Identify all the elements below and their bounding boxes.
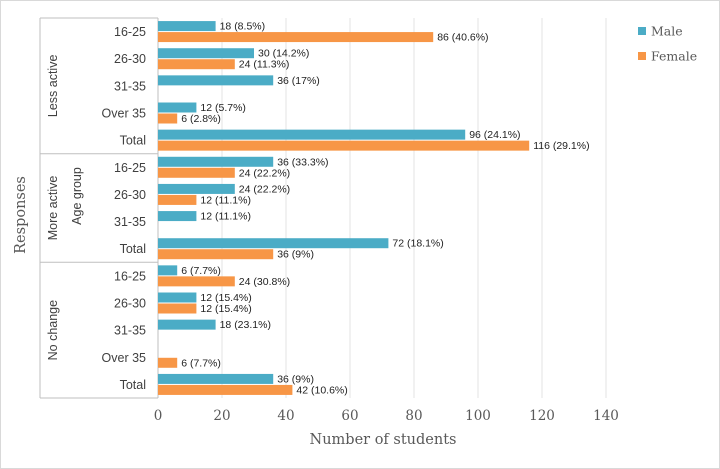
category-label: Total bbox=[120, 134, 146, 148]
legend-male-label: Male bbox=[651, 24, 683, 39]
category-label: Over 35 bbox=[102, 351, 147, 365]
x-tick-label: 80 bbox=[405, 408, 422, 424]
group-label: No change bbox=[46, 300, 60, 361]
category-labels: 16-25 26-30 31-35 Over 35 Total 16-25 26-30 31-… bbox=[102, 25, 147, 392]
bar-male bbox=[158, 238, 389, 249]
bar-female bbox=[158, 113, 178, 124]
group-label: More active bbox=[46, 176, 60, 241]
bar-male bbox=[158, 129, 466, 140]
category-label: 31-35 bbox=[114, 79, 146, 93]
x-tick-label: 120 bbox=[529, 408, 555, 424]
data-label-male: 96 (24.1%) bbox=[469, 129, 520, 141]
data-label-male: 36 (9%) bbox=[277, 373, 314, 385]
x-tick-label: 20 bbox=[213, 408, 230, 424]
bar-female bbox=[158, 384, 293, 395]
x-tick-labels: 0 20 40 60 80 100 120 140 bbox=[154, 408, 619, 424]
x-tick-label: 100 bbox=[465, 408, 491, 424]
data-label-male: 72 (18.1%) bbox=[392, 238, 443, 250]
bar-male bbox=[158, 211, 197, 222]
data-label-female: 24 (30.8%) bbox=[239, 276, 290, 288]
data-label-female: 42 (10.6%) bbox=[296, 384, 347, 396]
legend-female-swatch bbox=[638, 52, 646, 60]
category-label: 31-35 bbox=[114, 215, 146, 229]
category-label: Total bbox=[120, 242, 146, 256]
legend: Male Female bbox=[638, 24, 697, 64]
category-label: 16-25 bbox=[114, 161, 146, 175]
x-tick-label: 40 bbox=[277, 408, 294, 424]
category-label: 26-30 bbox=[114, 188, 146, 202]
x-tick-label: 0 bbox=[154, 408, 163, 424]
bar-male bbox=[158, 156, 274, 167]
data-label-male: 6 (7.7%) bbox=[181, 265, 221, 277]
data-label-male: 12 (15.4%) bbox=[200, 292, 251, 304]
bar-male bbox=[158, 319, 216, 330]
bar-male bbox=[158, 373, 274, 384]
category-label: Total bbox=[120, 378, 146, 392]
legend-female-label: Female bbox=[651, 49, 697, 64]
data-label-male: 12 (11.1%) bbox=[200, 211, 251, 223]
bar-male bbox=[158, 48, 254, 59]
bar-male bbox=[158, 102, 197, 113]
group-label: Less active bbox=[46, 55, 60, 118]
bar-female bbox=[158, 32, 434, 43]
data-label-female: 12 (15.4%) bbox=[200, 303, 251, 315]
data-label-female: 24 (22.2%) bbox=[239, 167, 290, 179]
data-label-female: 86 (40.6%) bbox=[437, 32, 488, 44]
data-label-male: 18 (8.5%) bbox=[220, 21, 266, 33]
data-label-female: 24 (11.3%) bbox=[239, 59, 290, 71]
bar-male bbox=[158, 75, 274, 86]
data-label-female: 12 (11.1%) bbox=[200, 194, 251, 206]
bar-female bbox=[158, 194, 197, 205]
data-label-male: 12 (5.7%) bbox=[200, 102, 246, 114]
bar-male bbox=[158, 21, 216, 32]
data-label-female: 116 (29.1%) bbox=[533, 140, 589, 152]
data-label-male: 30 (14.2%) bbox=[258, 48, 309, 60]
y-axis-title: Responses bbox=[13, 176, 29, 254]
category-label: 26-30 bbox=[114, 297, 146, 311]
bar-female bbox=[158, 303, 197, 314]
data-label-male: 36 (33.3%) bbox=[277, 156, 328, 168]
bars bbox=[158, 21, 530, 395]
gridlines bbox=[157, 18, 607, 398]
x-axis-title: Number of students bbox=[310, 432, 457, 448]
bar-female bbox=[158, 59, 235, 70]
category-label: 26-30 bbox=[114, 52, 146, 66]
data-label-male: 18 (23.1%) bbox=[220, 319, 271, 331]
bar-male bbox=[158, 292, 197, 303]
group-labels: Less active More active No change bbox=[39, 17, 158, 399]
category-label: Over 35 bbox=[102, 107, 147, 121]
category-label: 16-25 bbox=[114, 25, 146, 39]
bar-female bbox=[158, 140, 530, 151]
x-tick-label: 140 bbox=[593, 408, 619, 424]
legend-male-swatch bbox=[638, 27, 646, 35]
bar-female bbox=[158, 167, 235, 178]
bar-female bbox=[158, 249, 274, 260]
category-label: 16-25 bbox=[114, 269, 146, 283]
bar-female bbox=[158, 276, 235, 287]
x-tick-label: 60 bbox=[341, 408, 358, 424]
data-label-male: 24 (22.2%) bbox=[239, 183, 290, 195]
bar-labels: 18 (8.5%) 86 (40.6%) 30 (14.2%)24 (11.3%) 3… bbox=[181, 21, 589, 397]
bar-male bbox=[158, 265, 178, 276]
secondary-y-axis-title: Age group bbox=[70, 167, 84, 225]
data-label-male: 36 (17%) bbox=[277, 75, 320, 87]
category-label: 31-35 bbox=[114, 324, 146, 338]
bar-male bbox=[158, 183, 235, 194]
bar-female bbox=[158, 357, 178, 368]
data-label-female: 6 (2.8%) bbox=[181, 113, 221, 125]
data-label-female: 36 (9%) bbox=[277, 249, 314, 261]
data-label-female: 6 (7.7%) bbox=[181, 357, 221, 369]
